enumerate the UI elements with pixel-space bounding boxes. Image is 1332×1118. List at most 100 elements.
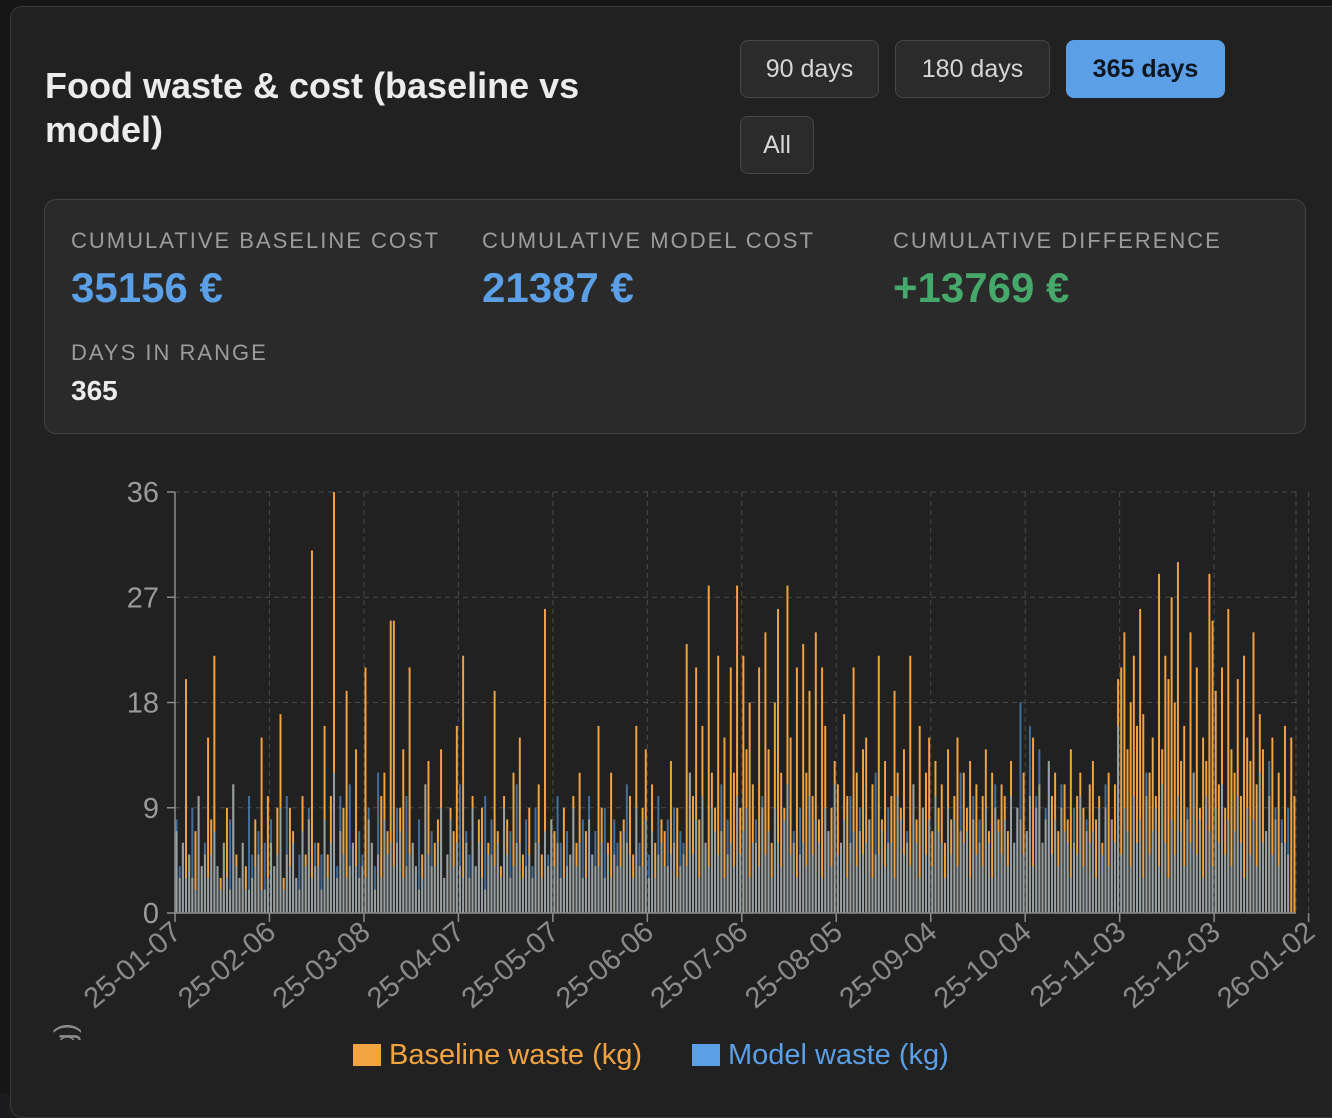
model-bar [408, 854, 411, 913]
model-bar [364, 877, 367, 913]
baseline-bar [1107, 772, 1110, 913]
baseline-bar [260, 737, 263, 913]
model-bar [367, 807, 370, 913]
model-bar [433, 866, 436, 913]
model-bar [805, 866, 808, 913]
model-bar [191, 807, 194, 913]
model-bar [651, 831, 654, 913]
model-bar [307, 807, 310, 913]
legend-item-model[interactable]: Model waste (kg) [692, 1036, 949, 1074]
model-bar [1028, 725, 1031, 913]
model-bar [225, 877, 228, 913]
model-bar [821, 877, 824, 913]
model-bar [754, 819, 757, 913]
model-bar [827, 831, 830, 913]
model-bar [285, 796, 288, 913]
model-bar [1139, 819, 1142, 913]
baseline-bar [821, 667, 824, 913]
baseline-bar [1214, 690, 1217, 913]
model-bar [424, 784, 427, 913]
model-bar [222, 842, 225, 913]
range-button-180-days[interactable]: 180 days [895, 40, 1050, 98]
model-bar [345, 877, 348, 913]
baseline-bar [610, 772, 613, 913]
baseline-bar [266, 796, 269, 913]
range-button-90-days[interactable]: 90 days [740, 40, 879, 98]
model-bar [748, 877, 751, 913]
baseline-bar [846, 796, 849, 913]
model-bar [276, 854, 279, 913]
baseline-bar [584, 831, 587, 913]
model-bar [493, 866, 496, 913]
baseline-bar [843, 714, 846, 913]
baseline-bar [481, 807, 483, 913]
model-bar [383, 819, 386, 913]
legend-swatch-model [692, 1044, 720, 1066]
model-bar [1180, 831, 1183, 913]
model-bar [1082, 866, 1085, 913]
baseline-bar [669, 760, 672, 913]
model-bar [1198, 819, 1201, 913]
legend-item-baseline[interactable]: Baseline waste (kg) [353, 1036, 642, 1074]
model-bar [1252, 819, 1255, 913]
baseline-bar [1123, 632, 1126, 913]
model-bar [1186, 807, 1189, 913]
model-bar [396, 807, 398, 913]
baseline-bar [1208, 573, 1211, 913]
model-bar [688, 772, 691, 913]
model-bar [915, 842, 918, 913]
model-bar [1010, 796, 1013, 913]
model-bar [761, 796, 764, 913]
model-bar [770, 877, 773, 913]
model-bar [1287, 807, 1290, 913]
baseline-bar [758, 667, 761, 913]
range-button-all[interactable]: All [740, 116, 814, 174]
model-bar [1032, 866, 1035, 913]
model-bar [660, 842, 663, 913]
model-bar [399, 831, 402, 913]
baseline-bar [777, 608, 779, 913]
model-bar [547, 854, 550, 913]
baseline-bar [1271, 737, 1274, 913]
model-bar [1227, 819, 1230, 913]
model-bar [1145, 772, 1148, 913]
model-bar [1054, 819, 1057, 913]
model-bar [852, 831, 855, 913]
model-bar [795, 877, 798, 913]
model-bar [506, 854, 509, 913]
baseline-bar [884, 760, 887, 913]
model-cost-label: CUMULATIVE MODEL COST [482, 228, 815, 253]
model-bar [610, 877, 613, 913]
model-bar [1016, 807, 1019, 913]
model-bar [1142, 877, 1145, 913]
model-bar [877, 854, 880, 913]
model-bar [704, 842, 707, 913]
model-bar [956, 866, 959, 913]
model-bar [449, 819, 452, 913]
model-bar [484, 796, 487, 913]
baseline-bar [1151, 737, 1154, 913]
baseline-bar [512, 772, 515, 913]
baseline-bar [597, 725, 600, 913]
model-bar [207, 877, 210, 913]
model-bar [1148, 854, 1151, 913]
model-bar [1195, 854, 1198, 913]
baseline-bar [1249, 760, 1252, 913]
x-tick-label: 25-12-03 [1117, 916, 1227, 1015]
model-bar [581, 819, 584, 913]
model-bar [830, 866, 833, 913]
model-bar [320, 854, 323, 913]
model-bar [1284, 842, 1286, 913]
model-bar [723, 877, 726, 913]
baseline-bar [918, 725, 921, 913]
model-bar [613, 819, 616, 913]
model-bar [1192, 772, 1195, 913]
range-button-365-days[interactable]: 365 days [1066, 40, 1225, 98]
model-bar [279, 807, 282, 913]
model-bar [654, 877, 657, 913]
model-bar [355, 866, 358, 913]
model-bar [361, 854, 364, 913]
model-bar [632, 877, 635, 913]
model-bar [1063, 831, 1066, 913]
baseline-bar [578, 772, 581, 913]
